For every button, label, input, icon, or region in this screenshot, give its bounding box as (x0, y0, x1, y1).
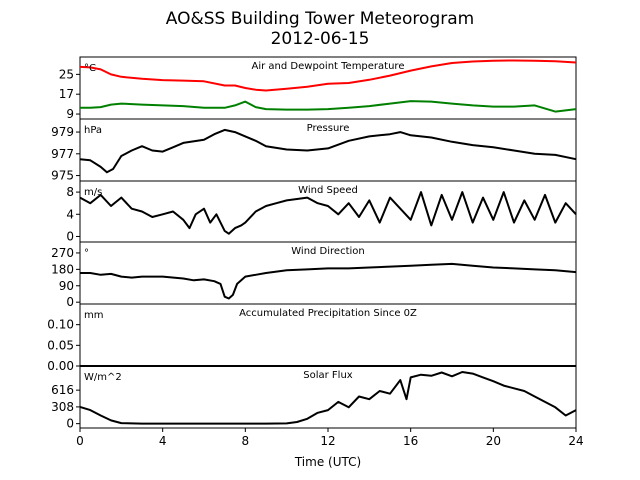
panel-title: Wind Speed (298, 185, 358, 196)
x-axis: 0 4 8 12 16 20 24 (76, 428, 584, 448)
chart-subtitle: 2012-06-15 (271, 29, 370, 49)
series-line-2 (80, 100, 577, 113)
series-line-1 (79, 191, 577, 235)
x-tick-label: 20 (486, 434, 501, 448)
x-tick-label: 8 (242, 434, 250, 448)
panel-title: Wind Direction (291, 246, 365, 257)
x-tick-label: 0 (76, 434, 84, 448)
y-tick-label: 0 (66, 417, 74, 431)
y-tick-label: 90 (59, 279, 74, 293)
y-tick-label: 308 (51, 400, 74, 414)
y-tick-label: 4 (66, 207, 74, 221)
y-tick-label: 8 (66, 185, 74, 199)
panel-unit-label: hPa (84, 125, 102, 136)
y-tick-label: 975 (51, 169, 74, 183)
series-line-1 (79, 128, 577, 174)
y-tick-label: 0.10 (47, 318, 74, 332)
panel-unit-label: m/s (84, 187, 102, 198)
y-tick-label: 25 (59, 67, 74, 81)
y-tick-label: 180 (51, 262, 74, 276)
panel-title: Air and Dewpoint Temperature (252, 61, 405, 72)
panel-2: 975 977 979 hPa Pressure (51, 118, 577, 183)
y-tick-label: 9 (66, 107, 74, 121)
chart-title: AO&SS Building Tower Meteorogram (166, 9, 474, 29)
panel-6: 0 308 616 W/m^2 Solar Flux (51, 365, 577, 431)
panel-unit-label: mm (84, 310, 103, 321)
y-tick-label: 0.05 (47, 338, 74, 352)
panel-title: Solar Flux (303, 370, 353, 381)
panel-4: 0 90 180 270 ° Wind Direction (51, 241, 577, 309)
x-tick-label: 4 (159, 434, 167, 448)
panel-unit-label: °C (84, 63, 96, 74)
y-tick-label: 0 (66, 295, 74, 309)
y-tick-label: 0 (66, 229, 74, 243)
x-tick-label: 16 (403, 434, 418, 448)
x-tick-label: 12 (320, 434, 335, 448)
y-tick-label: 977 (51, 147, 74, 161)
y-tick-label: 0.00 (47, 359, 74, 373)
panel-title: Accumulated Precipitation Since 0Z (239, 308, 417, 319)
y-tick-label: 17 (59, 87, 74, 101)
panel-title: Pressure (307, 123, 350, 134)
x-axis-label: Time (UTC) (294, 455, 361, 469)
series-line-1 (79, 371, 577, 425)
panel-3: 0 4 8 m/s Wind Speed (66, 180, 577, 243)
panel-1: 9 17 25 °C Air and Dewpoint Temperature (59, 56, 577, 121)
panel-5: 0.00 0.05 0.10 mm Accumulated Precipitation … (47, 303, 577, 373)
y-tick-label: 616 (51, 383, 74, 397)
panel-unit-label: ° (84, 248, 89, 259)
x-tick-label: 24 (568, 434, 583, 448)
series-line-1 (80, 262, 577, 300)
series-line-1 (79, 59, 577, 92)
y-tick-label: 270 (51, 246, 74, 260)
y-tick-label: 979 (51, 125, 74, 139)
panel-unit-label: W/m^2 (84, 372, 122, 383)
